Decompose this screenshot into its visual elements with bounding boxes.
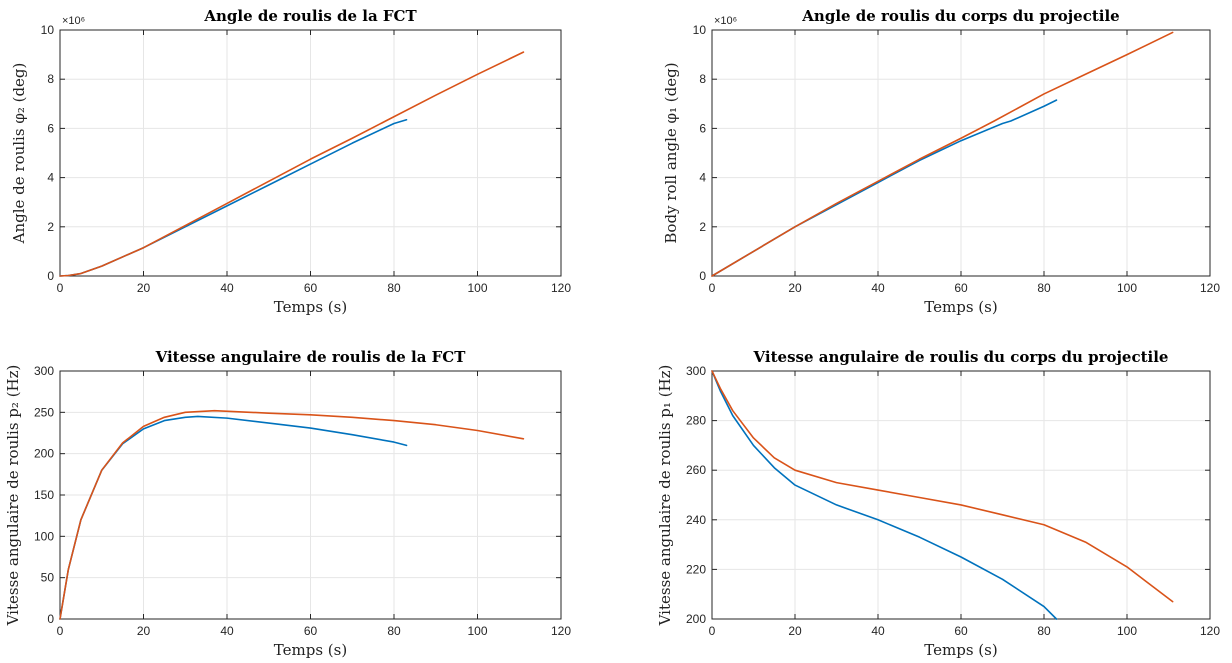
series-line-1 xyxy=(711,99,1058,277)
x-tick-label: 40 xyxy=(220,281,234,295)
chart-panel-3: 0 20 40 60 80 100 120 0 50 100 150 200 250 300 Vitesse… xyxy=(4,348,571,659)
y-tick-label: 200 xyxy=(686,612,706,626)
x-tick-label: 120 xyxy=(1200,281,1220,295)
x-tick-label: 20 xyxy=(137,281,151,295)
series-line-1 xyxy=(711,370,1058,620)
x-axis-label: Temps (s) xyxy=(274,298,347,316)
y-tick-label: 8 xyxy=(47,72,54,86)
x-tick-label: 0 xyxy=(57,624,64,638)
y-tick-label: 6 xyxy=(699,121,706,135)
x-tick-label: 120 xyxy=(1200,624,1220,638)
series-line-2 xyxy=(59,51,525,277)
x-axis-label: Temps (s) xyxy=(924,641,997,659)
y-tick-label: 2 xyxy=(47,220,54,234)
x-tick-label: 100 xyxy=(1117,624,1137,638)
y-tick-label: 10 xyxy=(693,23,707,37)
x-tick-label: 40 xyxy=(220,624,234,638)
x-tick-label: 60 xyxy=(304,624,318,638)
y-tick-label: 300 xyxy=(34,364,54,378)
chart-panel-4: 0 20 40 60 80 100 120 200 220 240 260 280 300 Vitesse… xyxy=(656,348,1220,659)
x-tick-label: 100 xyxy=(1117,281,1137,295)
chart-title: Vitesse angulaire de roulis de la FCT xyxy=(155,348,467,366)
x-tick-label: 20 xyxy=(788,281,802,295)
y-tick-label: 2 xyxy=(699,220,706,234)
x-tick-label: 0 xyxy=(709,624,716,638)
y-tick-label: 4 xyxy=(699,171,706,185)
series-line-2 xyxy=(711,370,1174,603)
x-tick-label: 100 xyxy=(467,281,487,295)
x-axis-label: Temps (s) xyxy=(274,641,347,659)
y-tick-label: 300 xyxy=(686,364,706,378)
chart-panel-1: 0 20 40 60 80 100 120 0 2 4 6 8 10 ×10⁶ Angle de rouli… xyxy=(10,7,571,316)
y-axis-label: Vitesse angulaire de roulis p₁ (Hz) xyxy=(656,365,674,627)
x-tick-label: 100 xyxy=(467,624,487,638)
y-axis-label: Angle de roulis φ₂ (deg) xyxy=(10,63,28,245)
x-tick-label: 80 xyxy=(387,281,401,295)
x-tick-label: 60 xyxy=(304,281,318,295)
x-tick-label: 20 xyxy=(137,624,151,638)
x-tick-label: 80 xyxy=(387,624,401,638)
x-tick-label: 20 xyxy=(788,624,802,638)
y-multiplier-label: ×10⁶ xyxy=(714,15,737,27)
x-tick-label: 80 xyxy=(1037,624,1051,638)
y-tick-label: 4 xyxy=(47,171,54,185)
x-tick-label: 60 xyxy=(954,624,968,638)
series-line-2 xyxy=(711,31,1174,277)
series-line-2 xyxy=(59,409,525,620)
x-tick-label: 60 xyxy=(954,281,968,295)
chart-panel-2: 0 20 40 60 80 100 120 0 2 4 6 8 10 ×10⁶ Angle de rouli… xyxy=(662,7,1220,316)
y-tick-label: 100 xyxy=(34,529,54,543)
y-tick-label: 8 xyxy=(699,72,706,86)
chart-title: Vitesse angulaire de roulis du corps du … xyxy=(753,348,1169,366)
chart-title: Angle de roulis du corps du projectile xyxy=(801,7,1119,25)
x-tick-label: 0 xyxy=(709,281,716,295)
y-tick-label: 240 xyxy=(686,513,706,527)
y-tick-label: 6 xyxy=(47,121,54,135)
y-tick-label: 150 xyxy=(34,488,54,502)
y-tick-label: 220 xyxy=(686,562,706,576)
x-tick-label: 40 xyxy=(871,281,885,295)
x-tick-label: 0 xyxy=(57,281,64,295)
y-tick-label: 0 xyxy=(47,269,54,283)
y-multiplier-label: ×10⁶ xyxy=(62,15,85,27)
series-line-1 xyxy=(59,118,408,277)
y-tick-label: 200 xyxy=(34,447,54,461)
x-tick-label: 120 xyxy=(551,624,571,638)
x-axis-label: Temps (s) xyxy=(924,298,997,316)
y-tick-label: 250 xyxy=(34,405,54,419)
chart-title: Angle de roulis de la FCT xyxy=(203,7,417,25)
y-tick-label: 0 xyxy=(47,612,54,626)
x-tick-label: 40 xyxy=(871,624,885,638)
y-tick-label: 280 xyxy=(686,414,706,428)
y-tick-label: 260 xyxy=(686,463,706,477)
x-tick-label: 120 xyxy=(551,281,571,295)
y-tick-label: 50 xyxy=(41,571,55,585)
y-tick-label: 10 xyxy=(41,23,55,37)
y-axis-label: Body roll angle φ₁ (deg) xyxy=(662,62,680,243)
y-tick-label: 0 xyxy=(699,269,706,283)
series-line-1 xyxy=(59,415,408,620)
y-axis-label: Vitesse angulaire de roulis p₂ (Hz) xyxy=(4,365,22,627)
x-tick-label: 80 xyxy=(1037,281,1051,295)
